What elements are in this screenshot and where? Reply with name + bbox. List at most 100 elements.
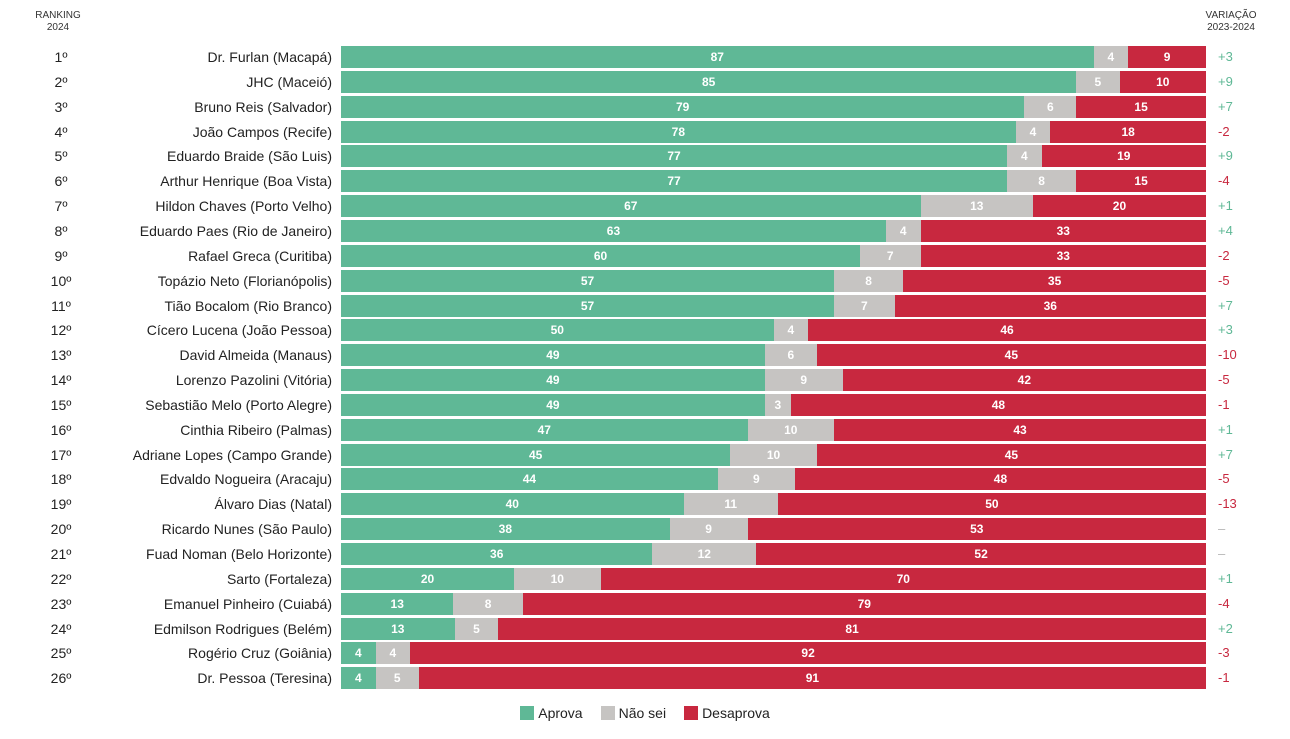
row-category-label: Tião Bocalom (Rio Branco): [164, 297, 332, 314]
bar-segment-disapprove: 91: [418, 667, 1206, 690]
stacked-bar: 13 8 79: [341, 592, 1206, 615]
bar-segment-disapprove: 45: [816, 344, 1206, 367]
chart-row: 21º Fuad Noman (Belo Horizonte) 36 12 52 –: [0, 543, 1290, 565]
bar-segment-approve: 45: [341, 443, 731, 466]
bar-segment-unsure: 6: [1024, 95, 1077, 118]
bar-segment-unsure: 8: [453, 592, 523, 615]
bar-value-unsure: 7: [860, 298, 868, 313]
row-rank: 1º: [54, 49, 68, 65]
bar-value-disapprove: 35: [1047, 273, 1062, 288]
bar-value-disapprove: 50: [985, 497, 999, 512]
bar-value-unsure: 8: [1038, 174, 1045, 189]
row-rank: 21º: [50, 546, 72, 562]
bar-segment-approve: 38: [341, 518, 670, 541]
chart-row: 15º Sebastião Melo (Porto Alegre) 49 3 48 -1: [0, 393, 1290, 416]
bar-value-disapprove: 18: [1121, 124, 1135, 139]
row-rank: 4º: [54, 123, 68, 140]
bar-value-disapprove: 9: [1163, 50, 1171, 64]
stacked-bar: 49 3 48: [341, 393, 1206, 416]
bar-segment-disapprove: 33: [920, 244, 1206, 267]
bar-segment-unsure: 4: [1015, 120, 1051, 143]
row-variation: -1: [1218, 396, 1230, 412]
row-rank: 13º: [50, 347, 72, 364]
bar-value-approve: 49: [546, 373, 560, 388]
stacked-bar: 44 9 48: [341, 468, 1206, 491]
row-rank: 9º: [54, 247, 68, 264]
chart-row: 7º Hildon Chaves (Porto Velho) 67 13 20 +1: [0, 195, 1290, 218]
bar-value-unsure: 4: [1029, 124, 1037, 139]
chart-row: 17º Adriane Lopes (Campo Grande) 45 10 45 +7: [0, 443, 1290, 466]
bar-segment-unsure: 10: [730, 443, 817, 466]
bar-segment-disapprove: 42: [842, 369, 1206, 392]
bar-value-approve: 45: [528, 447, 543, 462]
bar-segment-approve: 13: [341, 617, 455, 640]
row-category-label: JHC (Maceió): [246, 73, 332, 90]
stacked-bar: 4 4 92: [341, 642, 1206, 665]
bar-segment-disapprove: 53: [747, 518, 1206, 541]
row-variation: +2: [1218, 620, 1233, 636]
stacked-bar: 36 12 52: [341, 543, 1206, 565]
bar-value-disapprove: 79: [857, 596, 871, 611]
row-variation: +3: [1218, 49, 1233, 64]
row-category-label: Bruno Reis (Salvador): [194, 98, 332, 115]
chart-row: 22º Sarto (Fortaleza) 20 10 70 +1: [0, 567, 1290, 590]
bar-value-approve: 38: [498, 522, 513, 537]
variation-header-line1: VARIAÇÃO: [1205, 10, 1257, 21]
bar-value-disapprove: 20: [1112, 199, 1127, 214]
row-variation: -4: [1218, 595, 1230, 611]
bar-segment-disapprove: 9: [1128, 46, 1206, 68]
bar-segment-approve: 63: [341, 219, 886, 242]
row-variation: -1: [1218, 670, 1230, 686]
row-category-label: Topázio Neto (Florianópolis): [157, 272, 332, 289]
bar-value-disapprove: 81: [845, 621, 859, 636]
bar-segment-unsure: 9: [669, 518, 748, 541]
row-rank: 12º: [50, 322, 72, 339]
row-category-label: Eduardo Paes (Rio de Janeiro): [139, 222, 332, 239]
bar-value-unsure: 7: [886, 248, 894, 263]
bar-value-approve: 47: [537, 422, 551, 437]
bar-value-unsure: 4: [389, 646, 397, 661]
bar-segment-approve: 57: [341, 269, 835, 292]
bar-value-unsure: 4: [1021, 149, 1028, 164]
bar-segment-unsure: 4: [773, 319, 809, 342]
bar-value-approve: 13: [390, 596, 404, 611]
bar-segment-disapprove: 19: [1041, 145, 1206, 168]
chart-row: 6º Arthur Henrique (Boa Vista) 77 8 15 -4: [0, 170, 1290, 193]
row-category-label: Fuad Noman (Belo Horizonte): [146, 546, 332, 562]
bar-segment-disapprove: 45: [816, 443, 1206, 466]
row-rank: 3º: [54, 98, 68, 115]
bar-value-approve: 67: [624, 199, 638, 214]
bar-value-disapprove: 46: [1000, 323, 1014, 338]
legend-item-approve: Aprova: [520, 705, 583, 721]
bar-value-disapprove: 43: [1013, 422, 1027, 437]
bar-segment-approve: 57: [341, 294, 835, 317]
chart-row: 10º Topázio Neto (Florianópolis) 57 8 35 -5: [0, 269, 1290, 292]
bar-value-approve: 57: [580, 273, 595, 288]
bar-value-disapprove: 33: [1056, 223, 1070, 238]
chart-row: 11º Tião Bocalom (Rio Branco) 57 7 36 +7: [0, 294, 1290, 317]
bar-value-unsure: 12: [697, 547, 711, 561]
bar-segment-approve: 47: [341, 418, 748, 441]
bar-segment-disapprove: 20: [1032, 195, 1206, 218]
bar-segment-disapprove: 15: [1076, 170, 1206, 193]
row-variation: -3: [1218, 645, 1230, 661]
row-category-label: Emanuel Pinheiro (Cuiabá): [163, 595, 332, 612]
row-category-label: Adriane Lopes (Campo Grande): [132, 446, 332, 463]
bar-segment-unsure: 5: [1076, 70, 1120, 93]
bar-segment-disapprove: 79: [522, 592, 1206, 615]
bar-segment-disapprove: 35: [903, 269, 1206, 292]
row-rank: 11º: [51, 297, 71, 314]
bar-value-unsure: 9: [753, 472, 760, 487]
legend-swatch-disapprove: [684, 706, 699, 720]
legend-label-approve: Aprova: [538, 705, 583, 721]
row-variation: -5: [1218, 272, 1230, 288]
bar-segment-approve: 78: [341, 120, 1016, 143]
row-variation: +7: [1218, 98, 1233, 114]
chart-row: 14º Lorenzo Pazolini (Vitória) 49 9 42 -5: [0, 369, 1290, 392]
row-category-label: Edvaldo Nogueira (Aracaju): [160, 471, 332, 488]
bar-segment-unsure: 7: [834, 294, 895, 317]
chart-row: 13º David Almeida (Manaus) 49 6 45 -10: [0, 344, 1290, 367]
row-rank: 15º: [50, 396, 72, 413]
chart-row: 20º Ricardo Nunes (São Paulo) 38 9 53 –: [0, 518, 1290, 541]
stacked-bar: 13 5 81: [341, 617, 1206, 640]
